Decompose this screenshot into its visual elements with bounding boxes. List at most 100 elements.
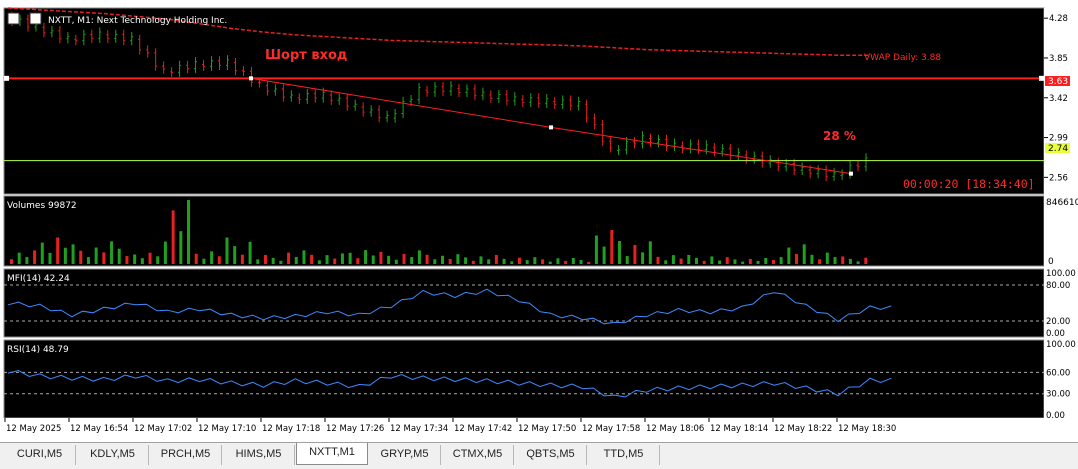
volume-bar	[810, 254, 814, 264]
volume-bar	[618, 241, 622, 264]
tab-qbts-m5[interactable]: QBTS,M5	[515, 445, 587, 465]
volume-bar	[733, 259, 737, 264]
volume-bar	[79, 250, 83, 264]
mfi-tick-label: 80.00	[1046, 281, 1070, 291]
rsi-path	[7, 369, 892, 398]
volume-bar	[694, 257, 698, 264]
volume-bar	[48, 252, 52, 264]
rsi-line: 100.00 60.00 30.00 0.00	[4, 340, 1076, 421]
mfi-tick-label: 0.00	[1046, 329, 1065, 339]
volume-bar	[725, 257, 729, 264]
volume-bar	[864, 257, 868, 264]
volume-bar	[179, 231, 183, 264]
volume-bar	[171, 210, 175, 264]
volume-bar	[710, 256, 714, 264]
trend-line-point[interactable]	[249, 76, 253, 81]
rsi-tick-label: 30.00	[1046, 390, 1070, 400]
volume-bar	[795, 253, 799, 264]
tab-curi-m5[interactable]: CURI,M5	[4, 445, 76, 465]
time-label: 12 May 18:14	[710, 424, 768, 434]
tab-kdly-m5[interactable]: KDLY,M5	[77, 445, 149, 465]
volume-bar	[56, 237, 60, 264]
trend-line-point[interactable]	[549, 125, 553, 130]
volume-bar	[279, 260, 283, 264]
price-tick-label: 2.99	[1049, 134, 1068, 144]
volume-bar	[818, 259, 822, 264]
volume-bar	[317, 260, 321, 264]
volume-bar	[410, 257, 414, 264]
volume-bar	[294, 257, 298, 264]
volume-bar	[333, 258, 337, 264]
price-axis[interactable]	[1044, 8, 1078, 418]
tab-gryp-m5[interactable]: GRYP,M5	[369, 445, 441, 465]
tab-prch-m5[interactable]: PRCH,M5	[150, 445, 222, 465]
mfi-tick-label: 100.00	[1046, 269, 1076, 279]
time-label: 12 May 16:54	[70, 424, 128, 434]
volume-bar	[417, 250, 421, 264]
chart-menu-icon[interactable]	[7, 12, 20, 25]
trend-line-point[interactable]	[849, 171, 853, 176]
volume-bar	[233, 246, 237, 264]
volume-bar	[163, 241, 167, 264]
price-tick-label: 3.85	[1049, 54, 1068, 64]
volume-bar	[579, 259, 583, 264]
trade-panel-icon[interactable]	[29, 12, 42, 25]
mfi-title: MFI(14) 42.24	[7, 274, 70, 284]
volume-bar	[117, 248, 121, 264]
volume-bar	[325, 255, 329, 264]
volume-bar	[340, 253, 344, 264]
volume-bar	[487, 259, 491, 264]
volume-bar	[86, 257, 90, 264]
time-label: 12 May 18:22	[774, 424, 832, 434]
volume-bar	[140, 258, 144, 264]
main-pane[interactable]	[3, 7, 1045, 195]
volume-bar	[17, 252, 21, 264]
time-label: 12 May 18:30	[838, 424, 896, 434]
tab-ttd-m5[interactable]: TTD,M5	[588, 445, 660, 465]
mfi-pane[interactable]	[3, 268, 1045, 338]
entry-line-handle-left[interactable]	[4, 75, 9, 81]
volume-bar	[379, 251, 383, 264]
rsi-pane[interactable]	[3, 339, 1045, 419]
volume-bar	[510, 261, 514, 264]
price-tick-label: 4.28	[1049, 14, 1068, 24]
current-price-badge: 2.74	[1045, 143, 1070, 154]
volume-bar	[256, 259, 260, 264]
tab-ctmx-m5[interactable]: CTMX,M5	[442, 445, 514, 465]
volume-bar	[40, 242, 44, 264]
short-entry-badge: 3.63	[1045, 76, 1070, 87]
current-price-badge-text: 2.74	[1048, 144, 1068, 154]
volume-bar	[217, 256, 221, 264]
volume-bar	[602, 246, 606, 264]
volume-bar	[825, 252, 829, 264]
volume-bar	[479, 256, 483, 264]
time-label: 12 May 17:18	[262, 424, 320, 434]
mfi-path	[7, 288, 892, 325]
volume-bar	[187, 200, 191, 264]
volume-bar	[210, 251, 214, 264]
volume-bar	[287, 252, 291, 264]
tab-nxtt-m1[interactable]: NXTT,M1	[296, 443, 368, 465]
mfi-line: 100.00 80.00 20.00 0.00	[4, 269, 1076, 339]
entry-line-handle-right[interactable]	[1039, 75, 1044, 81]
volume-bar	[433, 259, 437, 264]
timer-label: 00:00:20 [18:34:40]	[903, 177, 1035, 191]
volume-bar	[125, 256, 129, 264]
volume-bar	[156, 256, 160, 264]
vwap-line	[7, 7, 870, 56]
mfi-tick-label: 20.00	[1046, 317, 1070, 327]
tab-hims-m5[interactable]: HIMS,M5	[223, 445, 295, 465]
volume-bar	[225, 237, 229, 264]
volume-bar	[556, 258, 560, 264]
volume-bar	[202, 258, 206, 264]
volume-bar	[456, 254, 460, 264]
short-entry-label: Шорт вход	[265, 48, 347, 63]
volume-bar	[633, 245, 637, 264]
volume-bar	[856, 261, 860, 264]
volume-pane[interactable]	[3, 195, 1045, 267]
volume-bar	[718, 260, 722, 264]
time-label: 12 May 17:02	[134, 424, 192, 434]
volume-title: Volumes 99872	[7, 201, 77, 211]
volume-bar	[441, 255, 444, 264]
